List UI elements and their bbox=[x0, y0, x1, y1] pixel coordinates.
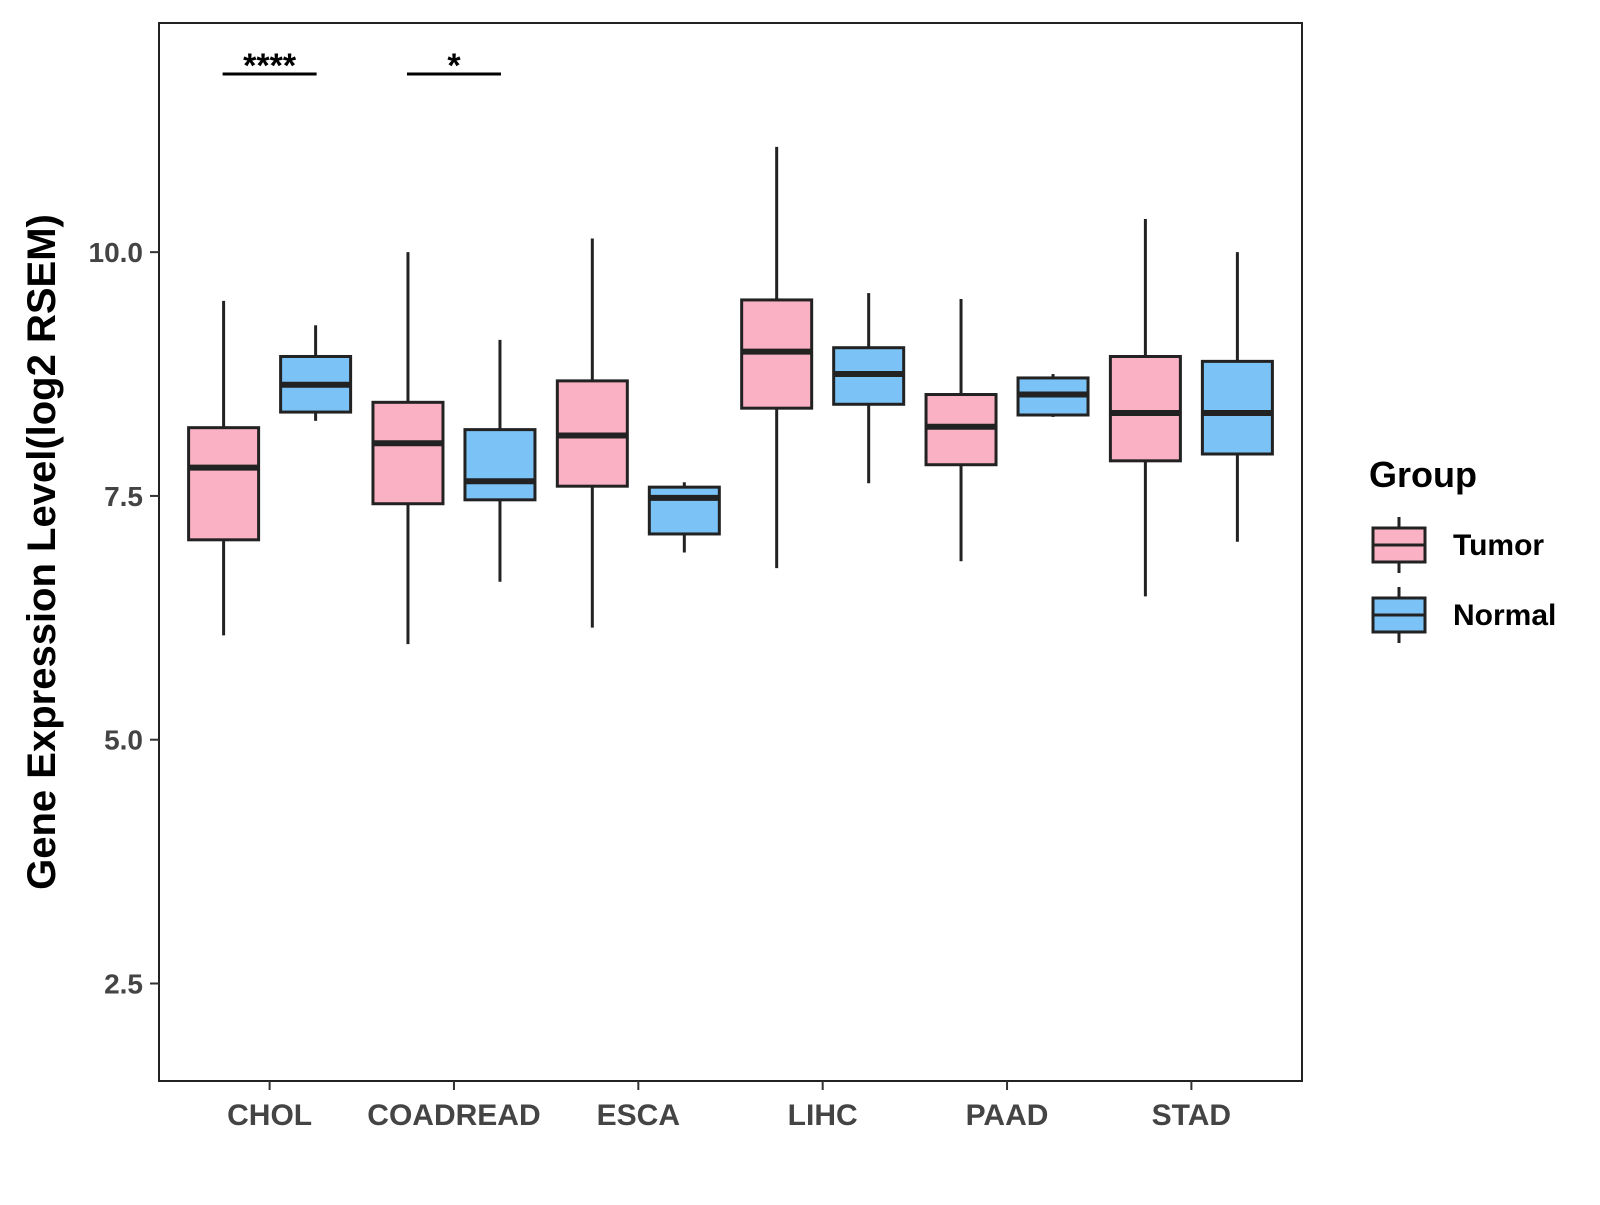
legend-entry-normal: Normal bbox=[1371, 587, 1556, 643]
legend-entry-tumor: Tumor bbox=[1371, 517, 1544, 573]
box-tumor-esca bbox=[555, 238, 629, 628]
legend-label: Normal bbox=[1453, 599, 1556, 632]
box-tumor-chol bbox=[187, 300, 261, 636]
legend: Group Tumor Normal bbox=[1369, 454, 1556, 643]
box-normal-esca bbox=[647, 482, 721, 553]
y-tick-label: 2.5 bbox=[104, 968, 143, 999]
y-tick-label: 10.0 bbox=[89, 237, 144, 268]
box-tumor-coadread bbox=[371, 252, 445, 645]
box-iqr bbox=[371, 400, 445, 506]
box-normal-stad bbox=[1200, 252, 1274, 542]
box-normal-coadread bbox=[463, 339, 537, 582]
significance-layer: **** * bbox=[222, 47, 501, 85]
x-axis: CHOL COADREAD ESCA LIHC PAAD STAD bbox=[227, 1081, 1231, 1132]
legend-title: Group bbox=[1369, 454, 1477, 495]
box-iqr bbox=[1108, 354, 1182, 463]
x-tick-label: COADREAD bbox=[367, 1099, 540, 1132]
box-normal-chol bbox=[279, 325, 353, 421]
plot-panel bbox=[158, 22, 1303, 1082]
box-tumor-stad bbox=[1108, 218, 1182, 597]
significance-label: * bbox=[447, 47, 461, 85]
y-axis: 2.5 5.0 7.5 10.0 bbox=[89, 237, 159, 999]
box-normal-lihc bbox=[832, 293, 906, 484]
y-tick-label: 5.0 bbox=[104, 725, 143, 756]
box-iqr bbox=[1200, 359, 1274, 456]
y-axis-label: Gene Expression Level(log2 RSEM) bbox=[20, 214, 64, 890]
box-tumor-lihc bbox=[740, 146, 814, 569]
box-tumor-paad bbox=[924, 298, 998, 562]
x-tick-label: PAAD bbox=[966, 1099, 1049, 1132]
box-iqr bbox=[647, 485, 721, 536]
x-tick-label: ESCA bbox=[597, 1099, 680, 1132]
x-tick-label: LIHC bbox=[788, 1099, 858, 1132]
box-normal-paad bbox=[1016, 374, 1090, 417]
x-tick-label: CHOL bbox=[227, 1099, 312, 1132]
box-iqr bbox=[463, 428, 537, 502]
legend-label: Tumor bbox=[1453, 529, 1544, 562]
boxes-layer bbox=[187, 146, 1274, 645]
y-tick-label: 7.5 bbox=[104, 481, 143, 512]
box-iqr bbox=[187, 426, 261, 542]
significance-label: **** bbox=[243, 47, 297, 85]
x-tick-label: STAD bbox=[1152, 1099, 1231, 1132]
